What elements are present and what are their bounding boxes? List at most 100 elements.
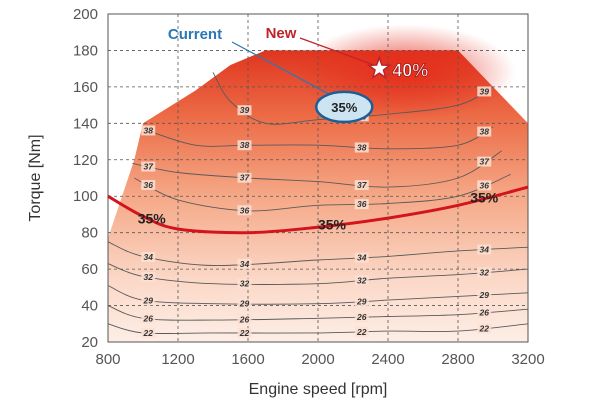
contour-label-bg xyxy=(141,161,156,172)
contour-label-29: 29 xyxy=(239,299,250,309)
x-tick-label: 800 xyxy=(95,351,120,368)
contour-label-bg xyxy=(477,307,492,318)
contour-label-bg xyxy=(477,323,492,334)
contour-label-22: 22 xyxy=(239,328,250,338)
x-tick-label: 3200 xyxy=(511,351,544,368)
contour-label-bg xyxy=(141,313,156,324)
contour-label-39: 39 xyxy=(240,105,250,115)
y-tick-label: 120 xyxy=(73,152,98,169)
contour-label-bg xyxy=(477,180,492,191)
contour-label-37: 37 xyxy=(357,180,368,190)
x-tick-label: 1600 xyxy=(231,351,264,368)
contour-label-bg xyxy=(354,275,369,286)
contour-label-38: 38 xyxy=(240,140,250,150)
contour-label-bg xyxy=(477,244,492,255)
contour-label-bg xyxy=(354,180,369,191)
y-tick-label: 20 xyxy=(81,334,98,351)
contour-line-39 xyxy=(212,72,494,125)
new-efficiency-star xyxy=(366,55,392,80)
contour-label-22: 22 xyxy=(143,328,154,338)
contour-label-36: 36 xyxy=(480,180,490,190)
contour-label-bg xyxy=(237,172,252,183)
contour-label-26: 26 xyxy=(356,312,367,322)
y-tick-label: 80 xyxy=(81,225,98,242)
contour-label-bg xyxy=(237,314,252,325)
contour-label-37: 37 xyxy=(240,173,251,183)
new-leader-line xyxy=(299,37,374,66)
new-efficiency-value: 40% xyxy=(392,61,428,81)
contour-label-bg xyxy=(354,142,369,153)
contour-label-bg xyxy=(354,326,369,337)
y-tick-label: 200 xyxy=(73,6,98,23)
contour-label-bg xyxy=(141,252,156,263)
contour-label-38: 38 xyxy=(480,127,490,137)
contour-label-26: 26 xyxy=(239,315,250,325)
contour-label-35: 35% xyxy=(138,210,167,226)
x-axis-title: Engine speed [rpm] xyxy=(249,381,388,398)
y-tick-label: 160 xyxy=(73,79,98,96)
contour-line-38 xyxy=(142,126,494,150)
contour-label-39: 39 xyxy=(480,86,490,96)
y-tick-label: 180 xyxy=(73,42,98,59)
contour-line-35 xyxy=(107,185,529,235)
x-tick-label: 2000 xyxy=(301,351,334,368)
contour-line-37 xyxy=(132,150,503,188)
contour-label-32: 32 xyxy=(144,272,154,282)
contour-label-bg xyxy=(237,140,252,151)
y-tick-label: 140 xyxy=(73,115,98,132)
contour-label-38: 38 xyxy=(357,142,367,152)
contour-label-bg xyxy=(141,295,156,306)
contour-label-34: 34 xyxy=(240,259,250,269)
contour-label-bg xyxy=(141,327,156,338)
contour-label-bg xyxy=(354,312,369,323)
contour-label-37: 37 xyxy=(144,162,155,172)
contour-label-bg xyxy=(141,125,156,136)
contour-label-bg xyxy=(477,126,492,137)
y-tick-label: 40 xyxy=(81,298,98,315)
current-efficiency-value: 35% xyxy=(331,100,357,115)
contour-label-26: 26 xyxy=(143,313,154,323)
contour-label-bg xyxy=(477,267,492,278)
contour-label-bg xyxy=(354,296,369,307)
contour-label-34: 34 xyxy=(480,245,490,255)
contour-label-bg xyxy=(141,179,156,190)
contour-label-36: 36 xyxy=(144,180,154,190)
contour-label-bg xyxy=(354,252,369,263)
contour-label-29: 29 xyxy=(479,290,490,300)
contour-label-bg xyxy=(237,258,252,269)
contour-label-29: 29 xyxy=(143,295,154,305)
contour-label-32: 32 xyxy=(357,275,367,285)
contour-line-36 xyxy=(134,173,511,212)
current-leader-line xyxy=(231,41,335,98)
contour-label-22: 22 xyxy=(479,323,490,333)
contour-label-38: 38 xyxy=(144,125,154,135)
contour-label-37: 37 xyxy=(480,157,491,167)
contour-label-32: 32 xyxy=(480,268,490,278)
contour-label-bg xyxy=(237,327,252,338)
contour-label-36: 36 xyxy=(240,205,250,215)
contour-label-29: 29 xyxy=(356,296,367,306)
x-tick-label: 1200 xyxy=(161,351,194,368)
contour-label-34: 34 xyxy=(357,253,367,263)
x-tick-label: 2400 xyxy=(371,351,404,368)
contour-label-32: 32 xyxy=(240,279,250,289)
contour-label-34: 34 xyxy=(144,252,154,262)
contour-label-bg xyxy=(354,199,369,210)
plot-frame xyxy=(107,13,529,343)
contour-label-bg xyxy=(141,271,156,282)
contour-label-bg xyxy=(477,156,492,167)
current-efficiency-marker xyxy=(315,90,374,124)
contour-label-bg xyxy=(237,205,252,216)
contour-label-bg xyxy=(237,298,252,309)
y-tick-label: 100 xyxy=(73,188,98,205)
contour-label-bg xyxy=(477,290,492,301)
y-tick-label: 60 xyxy=(81,261,98,278)
contour-label-36: 36 xyxy=(357,199,367,209)
current-label: Current xyxy=(168,26,222,43)
contour-label-22: 22 xyxy=(356,327,367,337)
new-label: New xyxy=(266,25,297,42)
contour-label-bg xyxy=(237,105,252,116)
contour-label-bg xyxy=(237,278,252,289)
